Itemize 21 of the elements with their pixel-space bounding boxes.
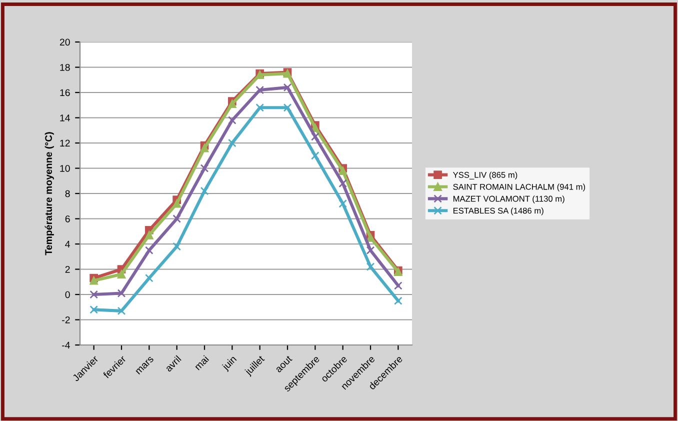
- x-tick-label: mai: [194, 355, 210, 370]
- y-tick-label: 18: [60, 64, 70, 71]
- y-tick-label: 6: [65, 215, 70, 222]
- x-tick-label: juin: [221, 355, 238, 372]
- y-tick-label: 12: [60, 140, 70, 147]
- y-tick-label: 16: [60, 89, 70, 96]
- y-tick-label: -4: [62, 342, 70, 349]
- y-tick-label: -2: [62, 316, 70, 324]
- legend-label: MAZET VOLAMONT (1130 m): [453, 196, 564, 204]
- y-tick-label: 0: [65, 291, 70, 298]
- legend-label: ESTABLES SA (1486 m): [453, 208, 544, 216]
- y-tick-label: 4: [65, 240, 70, 248]
- y-tick-label: 8: [65, 190, 70, 198]
- x-tick-label: avril: [164, 355, 182, 372]
- y-tick-label: 14: [60, 114, 70, 122]
- y-tick-label: 20: [60, 38, 70, 46]
- y-axis-title: Température moyenne (°C): [44, 132, 54, 256]
- y-tick-label: 10: [60, 164, 70, 172]
- y-tick-label: 2: [65, 266, 70, 273]
- legend-label: SAINT ROMAIN LACHALM (941 m): [453, 184, 586, 192]
- legend-label: YSS_LIV (865 m): [452, 172, 518, 180]
